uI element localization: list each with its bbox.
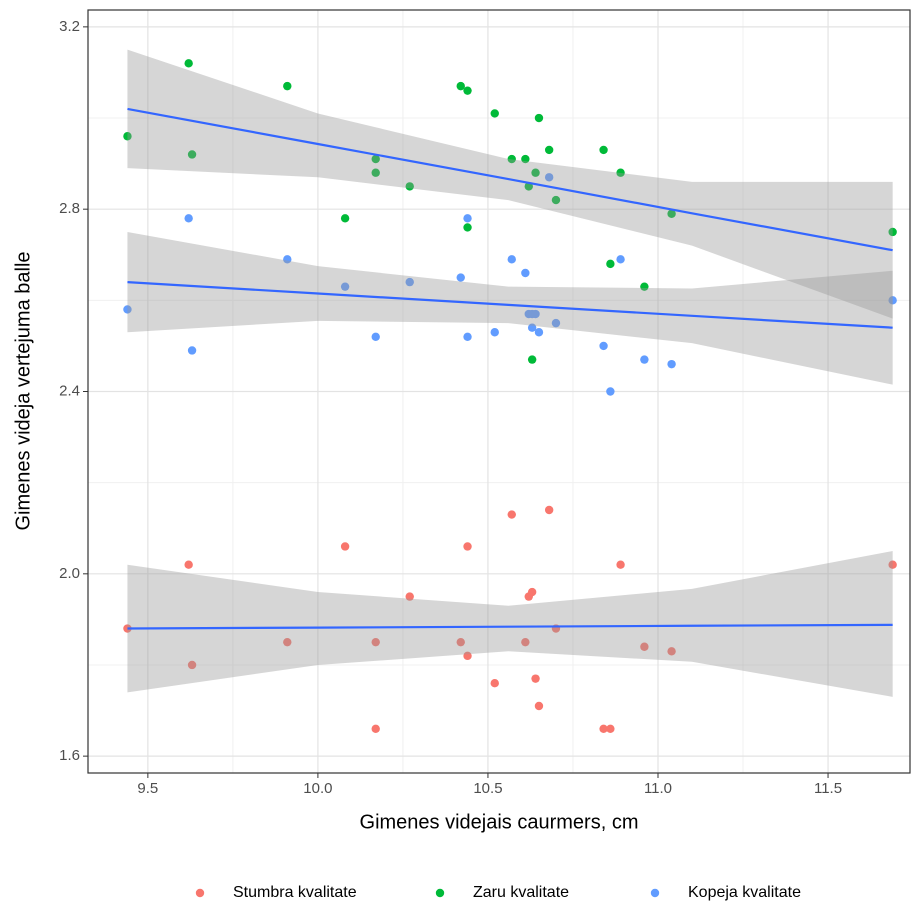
point (667, 209, 676, 218)
point (606, 387, 615, 396)
point (340, 542, 350, 551)
point (340, 214, 350, 223)
point (405, 592, 414, 601)
point (888, 227, 897, 237)
point (667, 647, 676, 656)
legend-swatch (195, 888, 205, 898)
point (405, 277, 414, 287)
point (527, 355, 537, 364)
point (490, 328, 499, 337)
x-tick-label: 11.5 (814, 780, 842, 797)
point (544, 145, 554, 155)
point (606, 724, 615, 733)
point (463, 223, 472, 232)
legend-swatch (650, 888, 660, 898)
point (521, 268, 530, 278)
point (463, 332, 472, 342)
y-tick-label: 2.0 (59, 565, 80, 582)
point (534, 113, 544, 123)
x-tick-label: 10.5 (473, 780, 502, 797)
point (551, 195, 561, 205)
y-tick-label: 2.4 (59, 382, 80, 399)
point (456, 81, 465, 91)
point (371, 154, 380, 164)
point (531, 674, 540, 683)
point (371, 168, 380, 177)
point (184, 214, 193, 223)
point (490, 679, 499, 688)
point (606, 259, 615, 269)
point (123, 132, 132, 141)
point (283, 255, 292, 264)
point (534, 701, 544, 711)
point (340, 282, 350, 291)
point (521, 637, 530, 647)
point (463, 651, 472, 661)
point (507, 510, 516, 519)
point (187, 150, 197, 159)
point (490, 109, 499, 118)
confidence-band (127, 231, 893, 385)
point (405, 182, 414, 191)
legend-swatch (435, 888, 445, 898)
point (463, 86, 472, 95)
point (463, 214, 472, 223)
point (640, 642, 649, 651)
y-axis-title: Gimenes videja vertejuma balle (12, 251, 34, 530)
point (551, 318, 561, 328)
point (371, 724, 380, 733)
point (187, 346, 197, 355)
point (521, 154, 530, 164)
point (184, 59, 193, 68)
point (599, 724, 608, 733)
point (544, 173, 554, 182)
point (616, 255, 625, 264)
y-tick-label: 3.2 (59, 18, 80, 35)
x-tick-label: 10.0 (303, 780, 332, 797)
point (531, 168, 540, 177)
point (616, 560, 625, 569)
y-tick-label: 2.8 (59, 200, 80, 217)
point (544, 505, 554, 515)
confidence-band (127, 49, 893, 319)
point (599, 145, 608, 155)
plot-border (87, 9, 911, 774)
point (667, 359, 676, 369)
x-tick-label: 11.0 (644, 780, 672, 797)
point (888, 560, 897, 569)
point (527, 587, 537, 597)
fit-line (127, 281, 893, 329)
point (283, 81, 292, 91)
point (283, 637, 292, 647)
point (527, 323, 537, 332)
y-tick-label: 1.6 (59, 747, 80, 764)
point (123, 305, 132, 314)
point (640, 355, 649, 364)
point (507, 255, 516, 264)
point (616, 168, 625, 177)
legend-text: Kopeja kvalitate (688, 884, 801, 901)
point (456, 273, 465, 282)
x-tick-label: 9.5 (137, 780, 158, 797)
legend-text: Stumbra kvalitate (233, 884, 357, 901)
point (456, 637, 465, 647)
point (888, 296, 897, 305)
confidence-band (127, 551, 893, 697)
x-axis-title: Gimenes videjais caurmers, cm (360, 811, 639, 833)
fit-line (127, 107, 893, 252)
point (371, 332, 380, 342)
point (640, 282, 649, 291)
point (507, 154, 516, 164)
legend-text: Zaru kvalitate (473, 884, 569, 901)
point (184, 560, 193, 569)
point (534, 328, 544, 337)
point (371, 637, 380, 647)
fit-line (127, 623, 893, 630)
point (463, 542, 472, 551)
point (531, 309, 540, 319)
point (599, 341, 608, 351)
point (187, 660, 197, 670)
